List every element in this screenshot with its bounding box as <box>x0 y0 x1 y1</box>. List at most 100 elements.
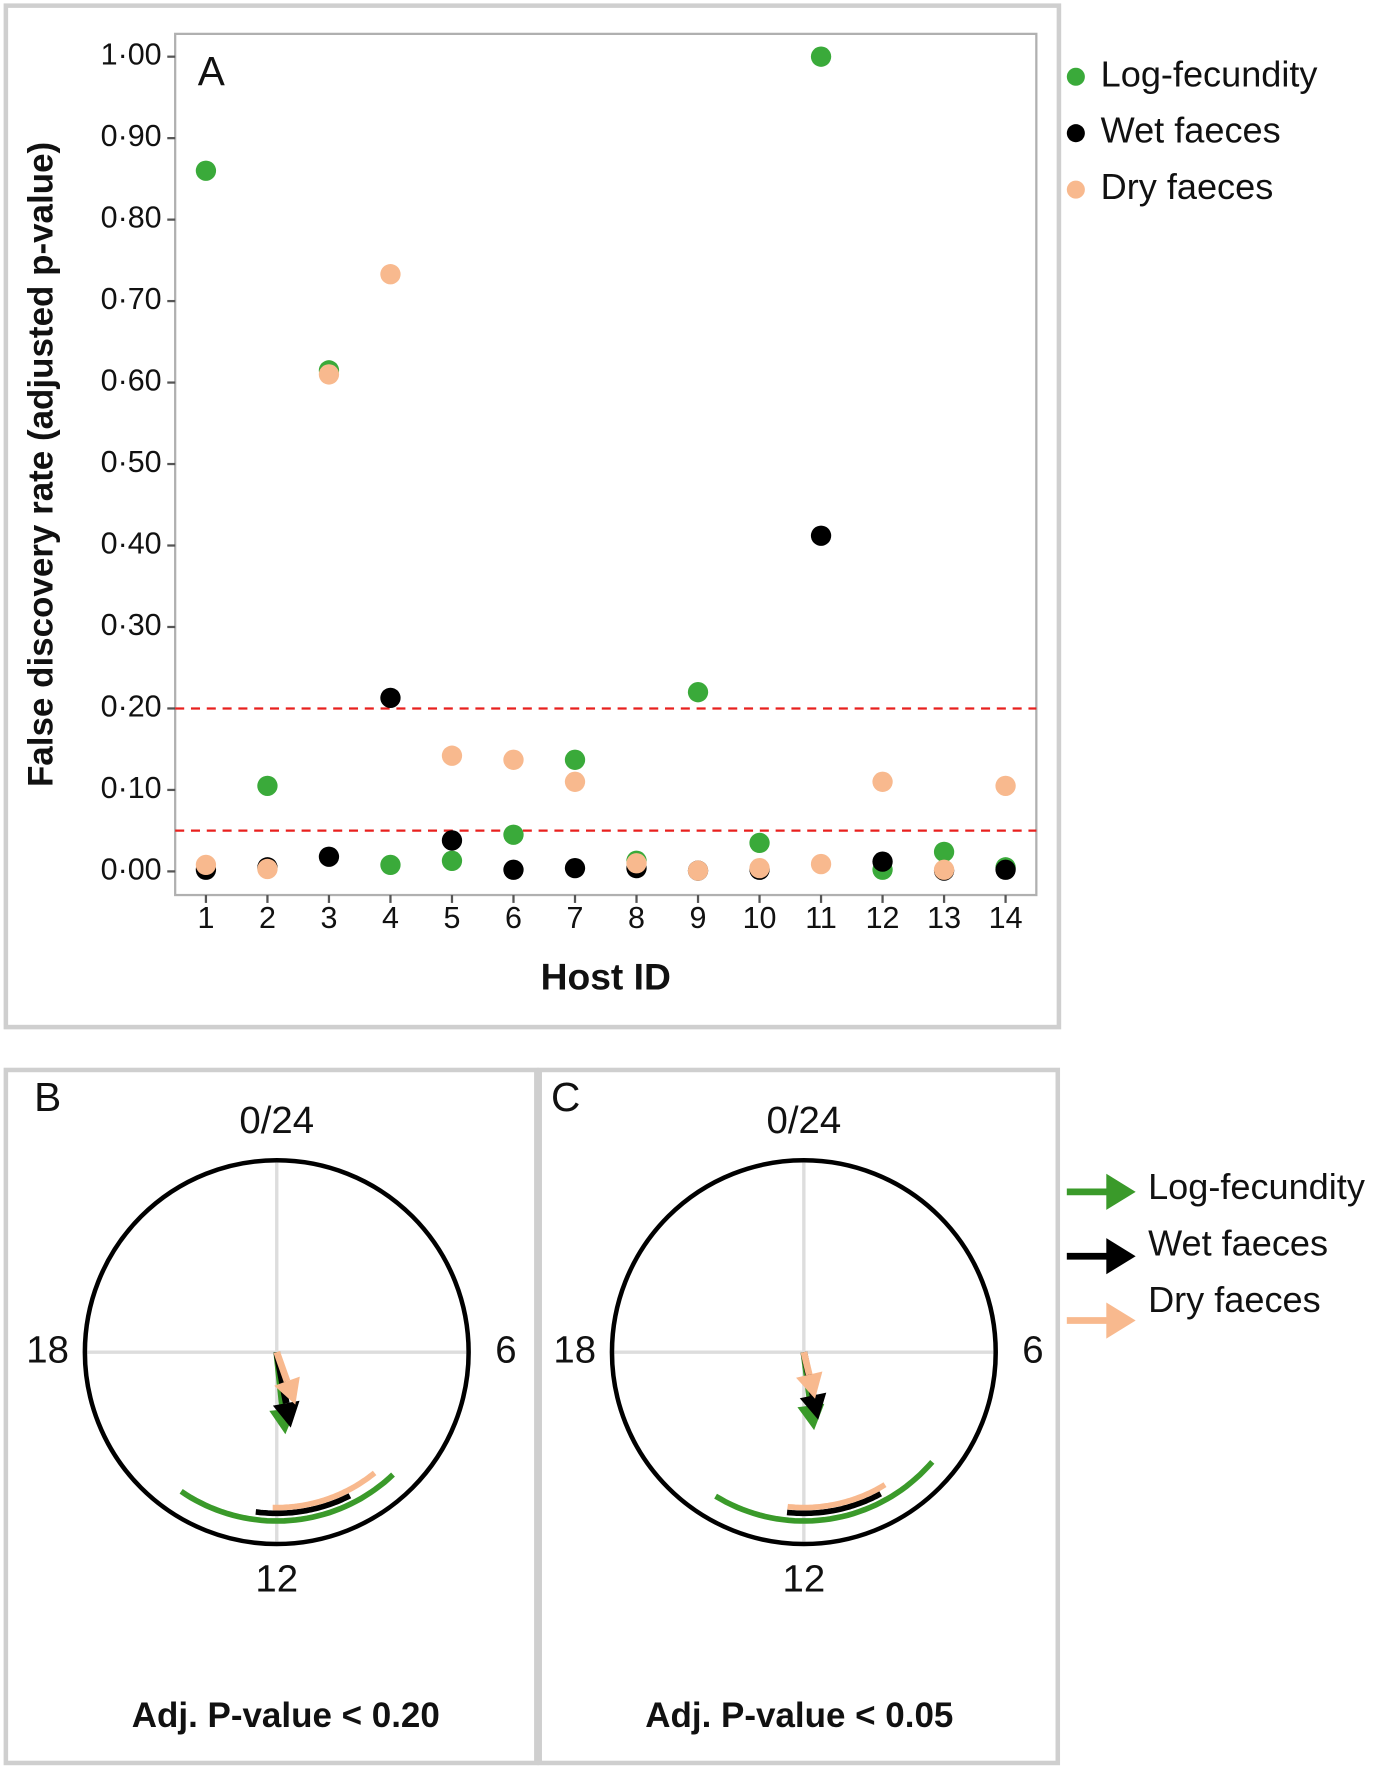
legend-label: Dry faeces <box>1148 1279 1321 1320</box>
point <box>933 859 955 880</box>
legend-label: Log-fecundity <box>1101 53 1318 94</box>
arrow-head <box>799 1392 827 1420</box>
panel-letter: C <box>551 1074 580 1120</box>
panel-frame <box>537 1067 1061 1766</box>
point <box>503 824 524 845</box>
angle-label: 0/24 <box>767 1099 842 1142</box>
arrow-head <box>274 1376 300 1405</box>
y-tick-label: 0·20 <box>101 690 162 724</box>
point <box>810 46 832 67</box>
point <box>626 853 647 874</box>
panel-frame <box>3 1067 539 1766</box>
point <box>441 830 463 851</box>
arrow-head <box>796 1371 823 1399</box>
mean-arrow <box>273 1351 300 1405</box>
mean-arrow <box>796 1351 823 1399</box>
point <box>564 749 586 770</box>
x-tick-label: 6 <box>505 901 522 935</box>
legend-label: Log-fecundity <box>1148 1166 1365 1207</box>
clock-circle <box>82 1158 471 1547</box>
legend-arrow-head <box>1106 1302 1136 1339</box>
confidence-arc <box>255 1493 352 1517</box>
point <box>257 858 278 880</box>
y-tick-label: 0·10 <box>101 771 162 805</box>
point <box>687 860 709 881</box>
y-tick-label: 0·70 <box>101 282 162 316</box>
confidence-arc <box>714 1459 935 1524</box>
x-tick-label: 13 <box>927 901 961 935</box>
legend-marker <box>1066 180 1085 199</box>
x-tick-label: 10 <box>743 901 777 935</box>
point <box>318 846 340 867</box>
x-tick-label: 8 <box>628 901 645 935</box>
y-tick-label: 0·60 <box>101 364 162 398</box>
point <box>810 853 832 875</box>
point <box>380 687 401 709</box>
legend-label: Dry faeces <box>1101 166 1274 207</box>
point <box>564 771 586 792</box>
point <box>810 525 832 546</box>
x-axis-label: Host ID <box>541 956 671 998</box>
point <box>872 851 893 872</box>
point <box>995 859 1016 880</box>
point <box>933 841 955 863</box>
point <box>318 364 340 385</box>
point <box>995 775 1016 797</box>
point <box>749 857 770 879</box>
point <box>195 854 217 876</box>
angle-label: 12 <box>783 1557 826 1600</box>
y-tick-label: 0·50 <box>101 445 162 479</box>
y-tick-label: 0·90 <box>101 119 162 153</box>
angle-label: 18 <box>26 1328 69 1371</box>
x-tick-label: 1 <box>197 901 214 935</box>
x-tick-label: 7 <box>567 901 584 935</box>
confidence-arc <box>272 1470 377 1511</box>
point <box>380 854 401 876</box>
x-tick-label: 2 <box>259 901 276 935</box>
x-tick-label: 14 <box>989 901 1023 935</box>
confidence-arc <box>179 1472 395 1524</box>
panel-frame <box>3 3 1062 1030</box>
y-tick-label: 0·40 <box>101 527 162 561</box>
y-tick-label: 1·00 <box>101 38 162 72</box>
x-tick-label: 5 <box>443 901 460 935</box>
arrow-shaft <box>800 1351 813 1376</box>
point <box>503 859 524 880</box>
y-axis-label: False discovery rate (adjusted p-value) <box>21 142 60 787</box>
point <box>441 850 463 871</box>
confidence-arc <box>787 1482 887 1511</box>
angle-label: 0/24 <box>239 1099 314 1142</box>
point <box>749 832 770 854</box>
arrow-shaft <box>273 1351 291 1383</box>
x-tick-label: 9 <box>690 901 707 935</box>
angle-label: 6 <box>495 1328 516 1371</box>
x-tick-label: 3 <box>320 901 337 935</box>
legend-marker <box>1066 124 1085 143</box>
legend-arrow-head <box>1106 1173 1136 1210</box>
legend-arrow-head <box>1106 1238 1136 1275</box>
angle-label: 12 <box>255 1557 298 1600</box>
point <box>687 682 709 703</box>
x-tick-label: 12 <box>866 901 900 935</box>
angle-label: 18 <box>553 1328 596 1371</box>
panel-letter: A <box>198 48 226 94</box>
x-tick-label: 4 <box>382 901 399 935</box>
point <box>441 745 463 766</box>
point <box>195 160 217 181</box>
y-tick-label: 0·80 <box>101 201 162 235</box>
point <box>564 857 586 879</box>
y-tick-label: 0·30 <box>101 608 162 642</box>
panel-letter: B <box>34 1074 61 1120</box>
point <box>257 775 278 797</box>
legend-label: Wet faeces <box>1101 110 1281 151</box>
plot-area <box>174 32 1038 897</box>
legend-marker <box>1066 67 1085 86</box>
legend-label: Wet faeces <box>1148 1223 1328 1264</box>
confidence-arc <box>786 1491 883 1517</box>
clock-circle <box>609 1158 998 1547</box>
panel-title: Adj. P-value < 0.20 <box>132 1696 440 1735</box>
x-tick-label: 11 <box>805 901 837 935</box>
arrow-head <box>272 1400 300 1428</box>
